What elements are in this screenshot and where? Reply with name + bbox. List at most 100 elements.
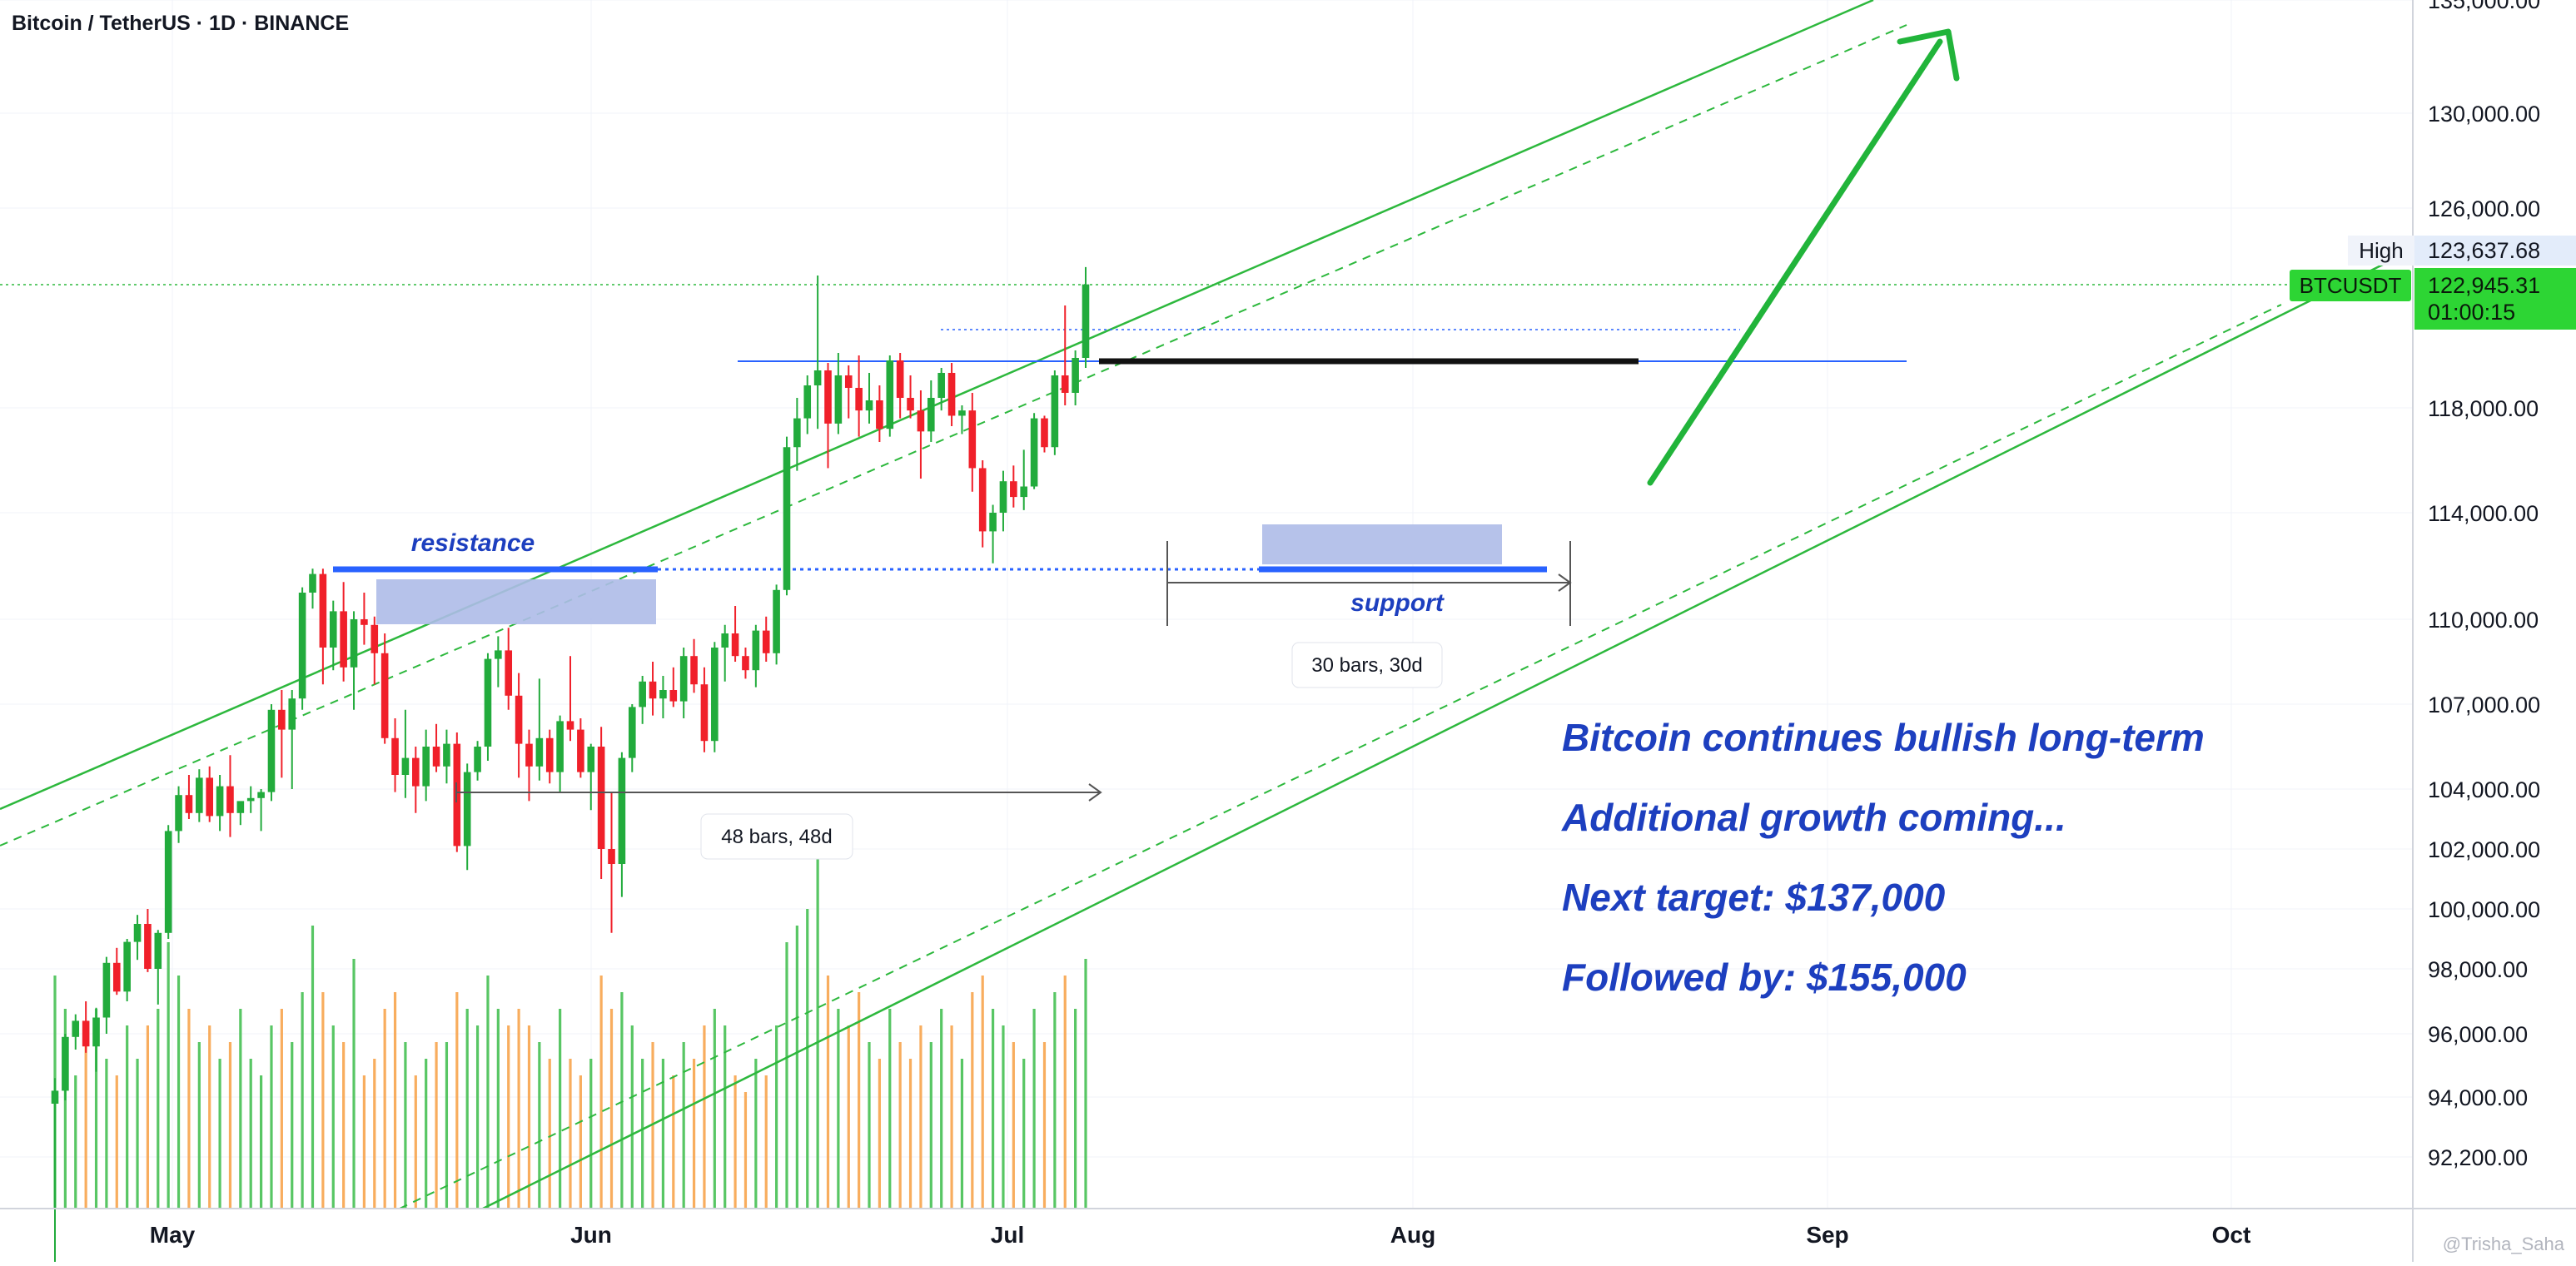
candle-body[interactable]	[649, 681, 657, 699]
candle-body[interactable]	[927, 398, 935, 432]
candle-body[interactable]	[298, 593, 306, 699]
candle-body[interactable]	[566, 721, 574, 730]
candle-body[interactable]	[505, 650, 513, 696]
candle-body[interactable]	[391, 737, 399, 775]
candle-body[interactable]	[361, 619, 368, 625]
candle-body[interactable]	[783, 447, 791, 590]
candle-body[interactable]	[278, 709, 286, 730]
candle-body[interactable]	[947, 373, 956, 416]
candle-body[interactable]	[72, 1020, 80, 1037]
candle-body[interactable]	[700, 684, 709, 742]
candle-body[interactable]	[577, 729, 584, 772]
candle-body[interactable]	[401, 757, 410, 775]
symbol-badge[interactable]	[2290, 270, 2411, 301]
candle-body[interactable]	[495, 650, 502, 659]
candle-body[interactable]	[597, 747, 605, 849]
candle-body[interactable]	[545, 737, 554, 772]
candle-body[interactable]	[989, 513, 997, 532]
candle-body[interactable]	[216, 786, 224, 817]
candle-body[interactable]	[144, 924, 152, 969]
candle-body[interactable]	[958, 410, 966, 416]
candle-body[interactable]	[329, 611, 337, 648]
candle-body[interactable]	[412, 757, 420, 787]
candle-body[interactable]	[813, 370, 822, 385]
candle-body[interactable]	[112, 962, 121, 992]
candle-body[interactable]	[1061, 375, 1069, 393]
candle-body[interactable]	[999, 481, 1007, 513]
candle-body[interactable]	[618, 757, 626, 864]
candle-body[interactable]	[164, 831, 172, 933]
candle-body[interactable]	[711, 648, 719, 742]
candle-body[interactable]	[484, 658, 492, 747]
candle-body[interactable]	[525, 743, 533, 767]
candle-body[interactable]	[1010, 481, 1017, 498]
candle-body[interactable]	[1030, 418, 1038, 487]
candle-body[interactable]	[185, 795, 193, 813]
candle-body[interactable]	[82, 1020, 90, 1047]
candle-body[interactable]	[731, 633, 739, 657]
candle-body[interactable]	[226, 786, 234, 813]
candle-body[interactable]	[762, 630, 770, 653]
candle-body[interactable]	[51, 1090, 59, 1104]
candle-body[interactable]	[886, 360, 894, 429]
candle-body[interactable]	[608, 849, 615, 864]
candle-body[interactable]	[978, 468, 987, 532]
candle-body[interactable]	[123, 941, 131, 992]
candle-body[interactable]	[62, 1036, 69, 1091]
candle-body[interactable]	[773, 589, 780, 653]
candle-body[interactable]	[370, 624, 379, 653]
candle-body[interactable]	[309, 573, 316, 593]
candle-body[interactable]	[1072, 358, 1079, 393]
candle-body[interactable]	[154, 932, 162, 969]
last-price-badge[interactable]	[2414, 268, 2576, 330]
candle-body[interactable]	[907, 398, 914, 411]
candle-body[interactable]	[443, 743, 450, 767]
candle-body[interactable]	[102, 962, 111, 1018]
candle-body[interactable]	[855, 388, 863, 411]
candle-body[interactable]	[535, 737, 544, 767]
candle-body[interactable]	[876, 400, 883, 429]
candle-body[interactable]	[175, 795, 182, 832]
candle-body[interactable]	[257, 792, 265, 798]
candle-body[interactable]	[752, 630, 760, 671]
candle-body[interactable]	[206, 777, 213, 817]
candle-body[interactable]	[474, 747, 481, 772]
candle-body[interactable]	[1020, 486, 1028, 498]
candle-body[interactable]	[236, 801, 245, 813]
candle-body[interactable]	[1051, 375, 1059, 448]
candle-body[interactable]	[1041, 418, 1048, 448]
candle-body[interactable]	[92, 1017, 100, 1047]
candle-body[interactable]	[834, 375, 843, 424]
candle-body[interactable]	[628, 707, 636, 758]
candle-body[interactable]	[690, 656, 698, 685]
candle-body[interactable]	[340, 611, 347, 668]
candle-body[interactable]	[844, 375, 853, 388]
candle-body[interactable]	[422, 747, 430, 787]
candle-body[interactable]	[350, 619, 358, 668]
candle-body[interactable]	[824, 370, 832, 424]
candle-body[interactable]	[669, 690, 678, 702]
candle-body[interactable]	[793, 418, 801, 448]
candle-body[interactable]	[515, 695, 523, 744]
candle-body[interactable]	[133, 924, 142, 942]
candle-body[interactable]	[587, 747, 595, 772]
candle-body[interactable]	[1082, 284, 1090, 358]
candle-body[interactable]	[319, 573, 327, 648]
candle-body[interactable]	[380, 653, 389, 738]
candle-body[interactable]	[896, 360, 904, 398]
candle-body[interactable]	[246, 797, 255, 802]
candle-body[interactable]	[639, 681, 646, 707]
candle-body[interactable]	[556, 721, 564, 772]
candle-body[interactable]	[917, 410, 925, 432]
candle-body[interactable]	[267, 709, 276, 792]
candle-body[interactable]	[968, 410, 977, 469]
candle-body[interactable]	[196, 777, 203, 813]
candle-body[interactable]	[865, 400, 873, 411]
candle-body[interactable]	[659, 690, 667, 699]
candle-body[interactable]	[803, 385, 812, 419]
candle-body[interactable]	[432, 747, 440, 767]
candle-body[interactable]	[463, 772, 471, 846]
candle-body[interactable]	[937, 373, 945, 398]
